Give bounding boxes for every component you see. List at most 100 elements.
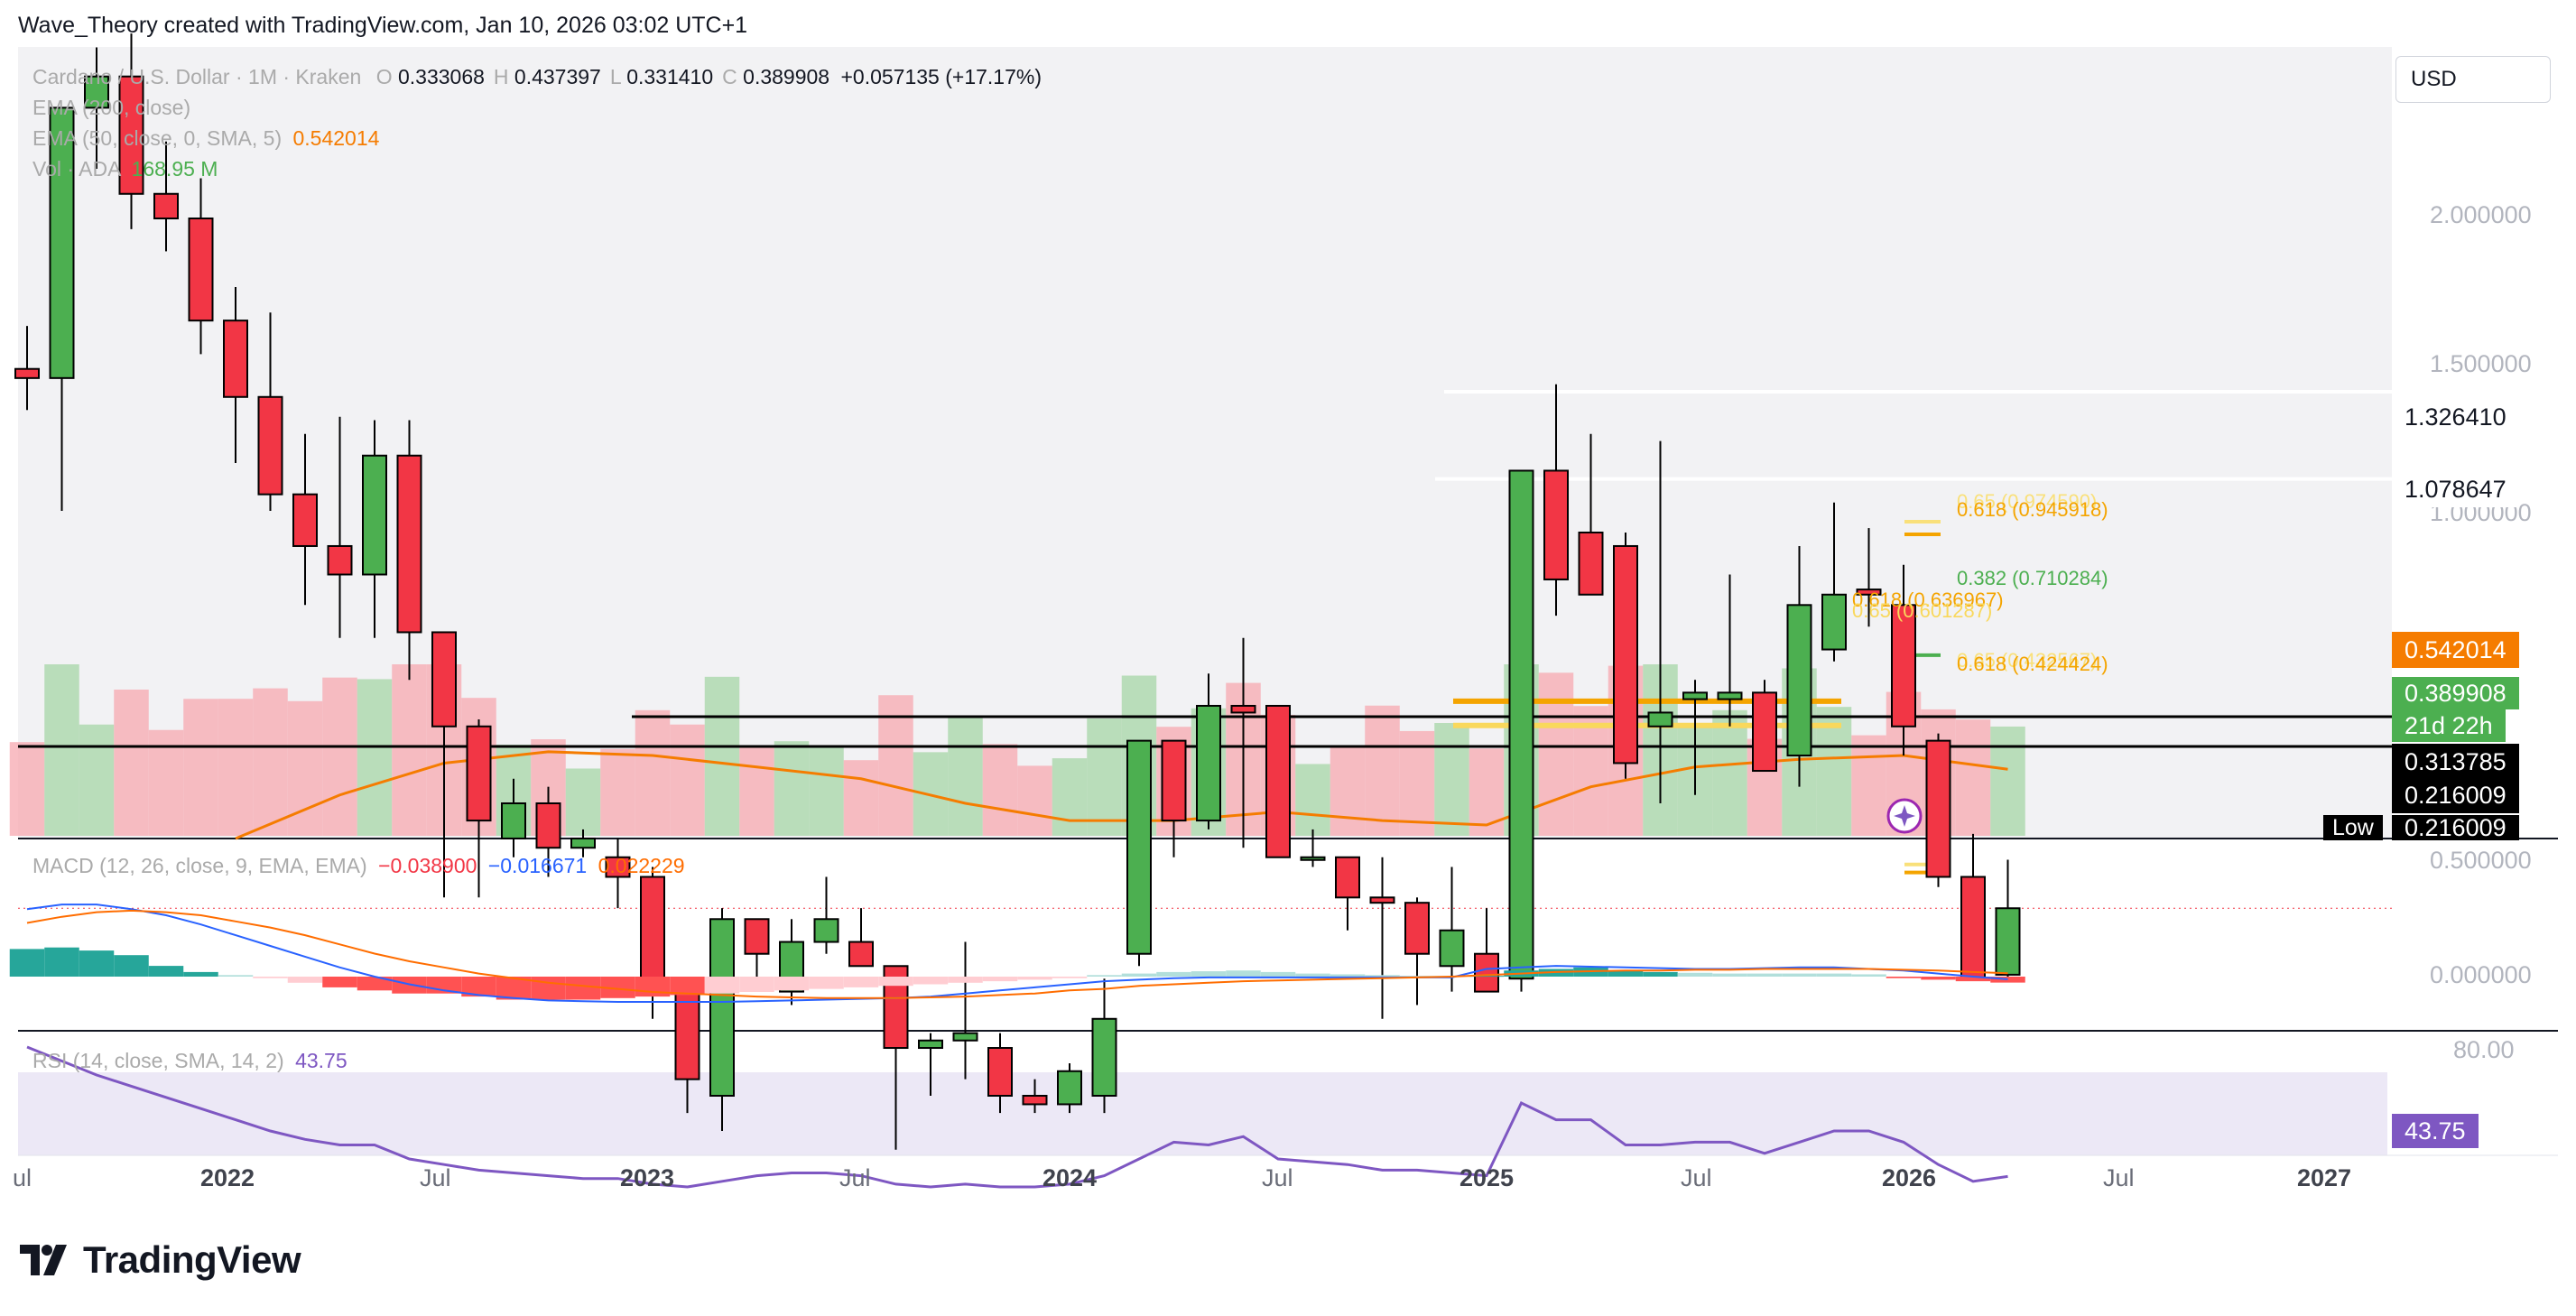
volume-legend[interactable]: Vol · ADA 168.95 M [32, 157, 218, 181]
rsi-label: RSI (14, close, SMA, 14, 2) [32, 1049, 284, 1072]
ohlc-values: O 0.333068 H 0.437397 L 0.331410 C 0.389908 [367, 65, 829, 88]
rsi-value: 43.75 [295, 1049, 347, 1072]
volume-bar [739, 747, 774, 836]
rsi-tick: 80.00 [2453, 1036, 2515, 1063]
macd-histogram-bar [600, 977, 635, 998]
macd-histogram-bar [1782, 973, 1817, 977]
volume-bar [322, 677, 357, 836]
candle-body [1474, 952, 1499, 993]
price-tick: 1.500000 [2430, 350, 2532, 377]
candle-body [1995, 907, 2021, 976]
fib-label: 0.382 (0.710284) [1957, 567, 2108, 589]
resistance-label-2: 1.078647 [2392, 471, 2519, 507]
candle [1995, 859, 2021, 978]
candle [14, 326, 40, 411]
candle-body [570, 837, 596, 849]
macd-hist-value: −0.038900 [378, 854, 477, 877]
ai-sparkle-icon[interactable] [1886, 798, 1923, 834]
candle-body [918, 1039, 943, 1050]
candle-body [1960, 876, 1986, 980]
macd-histogram-bar [1017, 977, 1052, 980]
candle-body [1543, 469, 1569, 580]
time-axis-label: 2026 [1882, 1164, 1937, 1191]
time-axis-label: 2023 [620, 1164, 675, 1191]
ema200-legend[interactable]: EMA (200, close) [32, 96, 190, 120]
macd-histogram-bar [809, 977, 844, 989]
candle-body [1161, 739, 1187, 822]
macd-histogram-bar [774, 977, 810, 991]
tradingview-logo: TradingView [20, 1238, 301, 1282]
macd-line [26, 904, 2008, 1004]
candle-body [744, 918, 770, 955]
candle [1786, 545, 1812, 787]
candle [1230, 637, 1256, 848]
candle [1265, 704, 1291, 858]
candle-body [535, 802, 561, 849]
support-label-1: 0.313785 [2392, 744, 2519, 780]
candle [1022, 1079, 1048, 1114]
volume-bar [1990, 726, 2025, 836]
candle [292, 433, 318, 606]
macd-histogram-bar [1469, 976, 1505, 978]
time-axis-label: Jul [1262, 1164, 1293, 1191]
ema50-value: 0.542014 [292, 126, 380, 150]
macd-legend[interactable]: MACD (12, 26, close, 9, EMA, EMA) −0.038… [32, 854, 685, 878]
fib-label: 0.618 (0.636967) [1852, 588, 2004, 611]
tradingview-logo-icon [20, 1245, 67, 1275]
time-axis-label: Jul [420, 1164, 451, 1191]
candle-body [674, 990, 700, 1080]
candle [570, 829, 596, 857]
candle-body [987, 1047, 1013, 1097]
candle [1335, 856, 1360, 931]
candle-body [1613, 544, 1638, 765]
macd-histogram-bar [1886, 977, 1922, 978]
candle [1891, 564, 1916, 756]
volume-bar [1851, 735, 1886, 836]
macd-histogram-bar [1365, 975, 1400, 977]
rsi-legend[interactable]: RSI (14, close, SMA, 14, 2) 43.75 [32, 1049, 347, 1073]
candle [257, 312, 283, 511]
volume-bar [1816, 707, 1852, 836]
macd-histogram-bar [982, 977, 1018, 982]
currency-selector[interactable]: USD [2395, 56, 2551, 103]
candle-body [501, 802, 526, 839]
candle-body [188, 218, 214, 322]
candle-body [223, 320, 248, 398]
candle-body [1647, 711, 1673, 728]
rsi-line [26, 1045, 2008, 1189]
volume-bar [809, 745, 844, 836]
candle-body [327, 544, 353, 576]
candle-body [1786, 604, 1812, 757]
volume-bar [1295, 764, 1330, 836]
candle [1057, 1063, 1082, 1114]
volume-bar [1399, 730, 1435, 836]
candle [952, 941, 978, 1080]
candle-body [1891, 604, 1916, 728]
last-price-label: 0.389908 [2392, 677, 2519, 709]
candle [1300, 829, 1326, 867]
candle-body [1508, 469, 1534, 980]
volume-bar [774, 741, 810, 836]
candle-body [1057, 1070, 1082, 1106]
low-value-label: 0.216009 [2392, 815, 2519, 840]
candle [1474, 908, 1499, 993]
macd-histogram-bar [1955, 977, 1991, 982]
fib-label: 0.65 (0.974590) [1957, 490, 2098, 513]
volume-bar [1365, 705, 1400, 836]
candle [118, 33, 144, 229]
candle-body [605, 856, 631, 878]
candle [1960, 833, 1986, 980]
macd-histogram-bar [635, 977, 671, 997]
candle-body [848, 941, 874, 968]
symbol-legend[interactable]: Cardano / U.S. Dollar · 1M · Kraken O 0.… [32, 65, 1042, 89]
macd-histogram-bar [1052, 977, 1088, 978]
volume-label: Vol · ADA [32, 157, 121, 181]
candle [1856, 528, 1882, 627]
candle-body [1091, 1017, 1117, 1097]
ema50-legend[interactable]: EMA (50, close, 0, SMA, 5) 0.542014 [32, 126, 379, 151]
candle [501, 778, 526, 857]
candle-body [84, 75, 109, 109]
macd-histogram-bar [913, 977, 949, 985]
tradingview-wordmark: TradingView [83, 1238, 301, 1281]
